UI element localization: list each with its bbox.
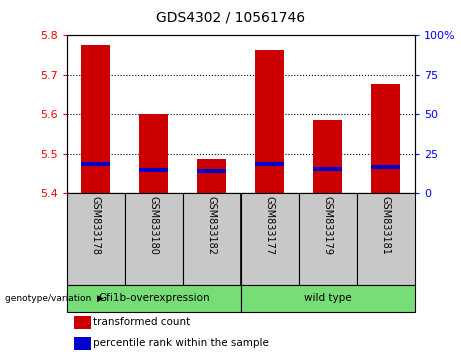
Text: GDS4302 / 10561746: GDS4302 / 10561746 <box>156 11 305 25</box>
Bar <box>139 168 168 172</box>
Text: GSM833177: GSM833177 <box>265 196 275 255</box>
Text: Gfi1b-overexpression: Gfi1b-overexpression <box>98 293 210 303</box>
Text: GSM833182: GSM833182 <box>207 196 217 255</box>
Bar <box>81 162 110 166</box>
Bar <box>197 159 226 193</box>
Bar <box>241 285 415 312</box>
Bar <box>299 193 357 285</box>
Text: wild type: wild type <box>304 293 352 303</box>
Text: GSM833179: GSM833179 <box>323 196 333 255</box>
Bar <box>74 337 90 350</box>
Bar <box>197 169 226 173</box>
Text: percentile rank within the sample: percentile rank within the sample <box>93 338 269 348</box>
Bar <box>67 193 125 285</box>
Bar <box>357 193 415 285</box>
Bar <box>139 114 168 193</box>
Bar <box>313 167 343 171</box>
Text: genotype/variation  ▶: genotype/variation ▶ <box>5 294 103 303</box>
Bar <box>313 120 343 193</box>
Bar <box>125 193 183 285</box>
Text: GSM833181: GSM833181 <box>381 196 391 255</box>
Text: GSM833180: GSM833180 <box>149 196 159 255</box>
Bar <box>372 165 401 169</box>
Text: GSM833178: GSM833178 <box>91 196 101 255</box>
Bar <box>255 50 284 193</box>
Bar <box>255 162 284 166</box>
Text: transformed count: transformed count <box>93 317 190 327</box>
Bar <box>241 193 299 285</box>
Bar <box>74 316 90 329</box>
Bar <box>372 84 401 193</box>
Bar <box>67 285 241 312</box>
Bar <box>81 45 110 193</box>
Bar <box>183 193 241 285</box>
